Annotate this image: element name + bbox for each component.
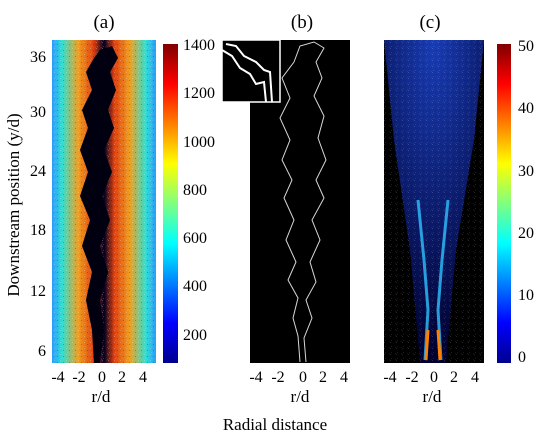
panel-a-xlabel: r/d (92, 387, 111, 406)
colorbar-tick: 600 (183, 230, 207, 247)
colorbar-tick: 1000 (183, 134, 215, 151)
panel-c-right-peak (436, 329, 442, 361)
colorbar-tick: 800 (183, 182, 207, 199)
panel-a-yticks: 36 30 24 18 12 6 (30, 49, 46, 360)
ytick: 6 (38, 343, 46, 360)
xtick: 2 (319, 369, 327, 386)
xtick: -4 (383, 369, 396, 386)
xtick: 4 (139, 369, 147, 386)
xtick: -2 (72, 369, 85, 386)
colorbar-tick: 0 (518, 349, 526, 366)
colorbar-tick: 20 (518, 225, 534, 242)
panel-c-xlabel: r/d (423, 387, 442, 406)
colorbar-tick: 40 (518, 100, 534, 117)
panel-a-label: (a) (93, 12, 114, 33)
xtick: 0 (299, 369, 307, 386)
xtick: 2 (118, 369, 126, 386)
panel-c-colorbar: 50 40 30 20 10 0 (497, 38, 534, 366)
panel-a-jet-core (80, 46, 118, 363)
y-axis-label: Downstream position (y/d) (4, 113, 23, 296)
panel-b-inset (221, 39, 281, 103)
ytick: 24 (30, 163, 46, 180)
panel-b-xlabel: r/d (291, 387, 310, 406)
panel-b-label: (b) (291, 12, 313, 33)
colorbar-tick: 200 (183, 327, 207, 344)
xtick: 4 (340, 369, 348, 386)
xtick: -2 (271, 369, 284, 386)
panel-b-image (221, 39, 350, 363)
ytick: 36 (30, 49, 46, 66)
colorbar-tick: 1400 (183, 37, 215, 54)
panel-c-left-peak (424, 329, 430, 361)
xtick: 2 (450, 369, 458, 386)
colorbar-tick: 30 (518, 163, 534, 180)
xtick: -4 (51, 369, 64, 386)
panel-c-label: (c) (419, 12, 440, 33)
bottom-label: Radial distance (223, 415, 327, 434)
panel-b-xticks: -4 -2 0 2 4 (249, 369, 348, 386)
colorbar-tick: 50 (518, 38, 534, 55)
panel-c-image (384, 40, 484, 363)
panel-c-xticks: -4 -2 0 2 4 (383, 369, 479, 386)
panel-a-colorbar-ticks: 1400 1200 1000 800 600 400 200 (183, 37, 215, 344)
colorbar-tick: 1200 (183, 85, 215, 102)
xtick: 4 (471, 369, 479, 386)
colorbar-tick: 400 (183, 278, 207, 295)
panel-a-xticks: -4 -2 0 2 4 (51, 369, 147, 386)
ytick: 12 (30, 283, 46, 300)
panel-a-image (52, 40, 156, 363)
xtick: 0 (98, 369, 106, 386)
colorbar-tick: 10 (518, 287, 534, 304)
xtick: -4 (249, 369, 262, 386)
ytick: 30 (30, 104, 46, 121)
ytick: 18 (30, 222, 46, 239)
panel-a-colorbar: 1400 1200 1000 800 600 400 200 (163, 37, 215, 363)
panel-c-colorbar-ticks: 50 40 30 20 10 0 (518, 38, 534, 366)
xtick: -2 (405, 369, 418, 386)
panel-b-interface-line (279, 41, 327, 363)
xtick: 0 (430, 369, 438, 386)
